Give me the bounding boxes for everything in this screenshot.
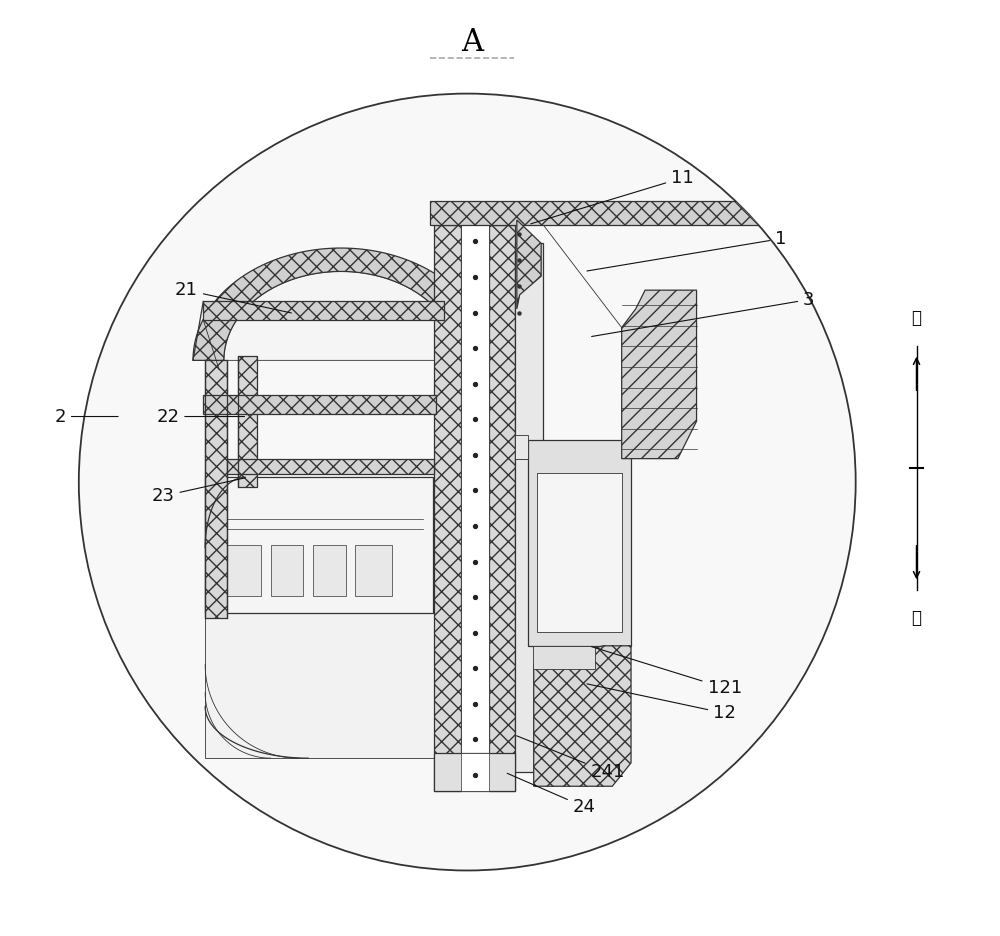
Text: 121: 121 xyxy=(592,647,742,697)
Bar xyxy=(203,301,444,320)
Text: 2: 2 xyxy=(54,407,118,426)
Bar xyxy=(434,753,515,791)
Text: 241: 241 xyxy=(517,736,625,782)
Bar xyxy=(515,435,528,459)
Bar xyxy=(313,545,346,596)
Bar xyxy=(355,545,392,596)
Circle shape xyxy=(79,94,856,870)
Polygon shape xyxy=(224,271,458,360)
Text: 下: 下 xyxy=(912,608,922,627)
Text: 12: 12 xyxy=(587,684,736,723)
Bar xyxy=(203,395,436,414)
Bar xyxy=(461,225,489,791)
Text: A: A xyxy=(461,26,483,58)
Text: 3: 3 xyxy=(592,290,815,337)
Bar xyxy=(238,356,257,487)
Text: 23: 23 xyxy=(152,478,245,505)
Bar xyxy=(528,440,631,646)
Bar xyxy=(537,473,622,632)
Text: 11: 11 xyxy=(531,168,694,224)
Bar xyxy=(219,545,261,596)
Bar xyxy=(533,646,595,669)
Bar xyxy=(227,459,434,474)
Text: 1: 1 xyxy=(587,229,786,271)
Bar xyxy=(461,753,489,791)
Bar xyxy=(434,225,461,791)
Bar xyxy=(205,477,433,613)
Text: 21: 21 xyxy=(175,281,291,313)
Bar xyxy=(489,225,515,791)
Bar xyxy=(271,545,303,596)
Bar xyxy=(205,360,227,618)
Text: 22: 22 xyxy=(156,407,244,426)
Bar xyxy=(430,201,946,225)
Polygon shape xyxy=(517,220,541,309)
Text: 24: 24 xyxy=(507,773,596,816)
Polygon shape xyxy=(534,646,631,786)
Polygon shape xyxy=(622,290,697,459)
Polygon shape xyxy=(193,248,489,360)
Text: 上: 上 xyxy=(912,309,922,328)
Bar xyxy=(205,613,434,758)
Bar xyxy=(515,243,543,772)
